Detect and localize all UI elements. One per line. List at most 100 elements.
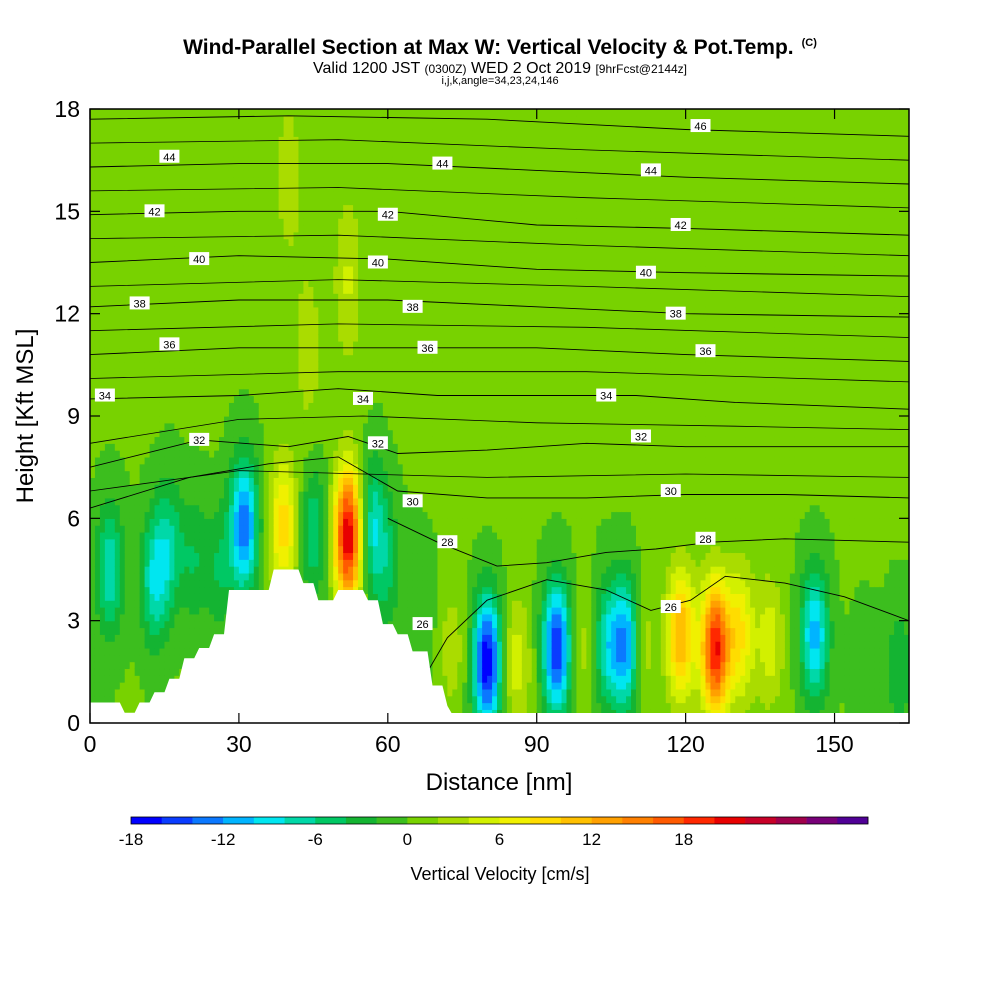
velocity-cell	[174, 143, 180, 151]
velocity-cell	[248, 422, 255, 431]
velocity-cell	[224, 395, 230, 403]
velocity-cell	[169, 115, 175, 124]
velocity-cell	[134, 259, 141, 267]
velocity-cell	[109, 381, 116, 390]
velocity-cell	[184, 559, 190, 567]
velocity-cell	[243, 238, 250, 247]
velocity-cell	[343, 306, 349, 315]
velocity-cell	[194, 368, 200, 376]
velocity-cell	[109, 429, 116, 438]
velocity-cell	[134, 122, 141, 131]
velocity-cell	[293, 163, 300, 171]
velocity-cell	[169, 259, 175, 267]
velocity-cell	[109, 279, 116, 287]
velocity-cell	[189, 354, 195, 363]
velocity-cell	[288, 177, 295, 185]
velocity-cell	[268, 518, 275, 526]
velocity-cell	[154, 572, 161, 581]
velocity-cell	[104, 641, 111, 649]
velocity-cell	[184, 204, 190, 212]
velocity-cell	[258, 279, 265, 287]
velocity-cell	[139, 211, 146, 219]
velocity-cell	[219, 245, 225, 253]
velocity-cell	[238, 265, 245, 274]
velocity-cell	[124, 388, 131, 397]
velocity-cell	[328, 245, 334, 253]
velocity-cell	[263, 409, 270, 417]
velocity-cell	[353, 231, 359, 240]
velocity-cell	[238, 136, 245, 144]
velocity-cell	[90, 456, 96, 465]
velocity-cell	[189, 286, 195, 294]
velocity-cell	[114, 368, 121, 376]
velocity-cell	[139, 238, 146, 247]
velocity-cell	[233, 293, 240, 301]
velocity-cell	[238, 129, 245, 137]
velocity-cell	[328, 190, 334, 199]
velocity-cell	[323, 197, 329, 206]
velocity-cell	[214, 422, 220, 431]
velocity-cell	[263, 156, 270, 165]
velocity-cell	[214, 607, 220, 615]
velocity-cell	[293, 272, 300, 281]
velocity-cell	[238, 170, 245, 178]
velocity-cell	[204, 422, 210, 431]
velocity-cell	[189, 450, 195, 458]
velocity-cell	[258, 327, 265, 335]
velocity-cell	[353, 409, 359, 417]
velocity-cell	[164, 600, 171, 608]
velocity-cell	[273, 463, 280, 472]
velocity-cell	[258, 265, 265, 274]
velocity-cell	[333, 143, 339, 151]
velocity-cell	[318, 204, 324, 212]
velocity-cell	[333, 531, 339, 540]
velocity-cell	[303, 320, 309, 328]
velocity-cell	[99, 170, 106, 178]
velocity-cell	[228, 531, 235, 540]
velocity-cell	[328, 388, 334, 397]
velocity-cell	[114, 525, 121, 533]
velocity-cell	[243, 211, 250, 219]
velocity-cell	[303, 409, 309, 417]
velocity-cell	[164, 204, 171, 212]
velocity-cell	[114, 518, 121, 526]
velocity-cell	[224, 149, 230, 158]
velocity-cell	[243, 511, 250, 519]
velocity-cell	[204, 559, 210, 567]
velocity-cell	[288, 559, 295, 567]
chart-subtitle: Valid 1200 JST (0300Z) WED 2 Oct 2019 [9…	[0, 60, 1000, 78]
velocity-cell	[199, 300, 205, 308]
velocity-cell	[293, 177, 300, 185]
velocity-cell	[258, 334, 265, 342]
velocity-cell	[323, 545, 329, 554]
velocity-cell	[164, 293, 171, 301]
velocity-cell	[224, 443, 230, 451]
velocity-cell	[99, 402, 106, 410]
velocity-cell	[253, 354, 260, 363]
velocity-cell	[268, 381, 275, 390]
velocity-cell	[318, 327, 324, 335]
velocity-cell	[224, 416, 230, 424]
velocity-cell	[348, 388, 354, 397]
velocity-cell	[224, 340, 230, 349]
velocity-cell	[214, 436, 220, 444]
velocity-cell	[313, 388, 319, 397]
velocity-cell	[124, 504, 131, 513]
velocity-cell	[328, 129, 334, 137]
velocity-cell	[194, 450, 200, 458]
velocity-cell	[328, 552, 334, 560]
velocity-cell	[174, 531, 180, 540]
velocity-cell	[124, 190, 131, 199]
velocity-cell	[358, 429, 364, 438]
velocity-cell	[219, 579, 225, 588]
velocity-cell	[154, 143, 161, 151]
velocity-cell	[169, 204, 175, 212]
velocity-cell	[90, 402, 96, 410]
velocity-cell	[313, 552, 319, 560]
velocity-cell	[149, 607, 156, 615]
velocity-cell	[179, 334, 185, 342]
velocity-cell	[333, 163, 339, 171]
velocity-cell	[109, 511, 116, 519]
velocity-cell	[149, 525, 156, 533]
velocity-cell	[134, 306, 141, 315]
